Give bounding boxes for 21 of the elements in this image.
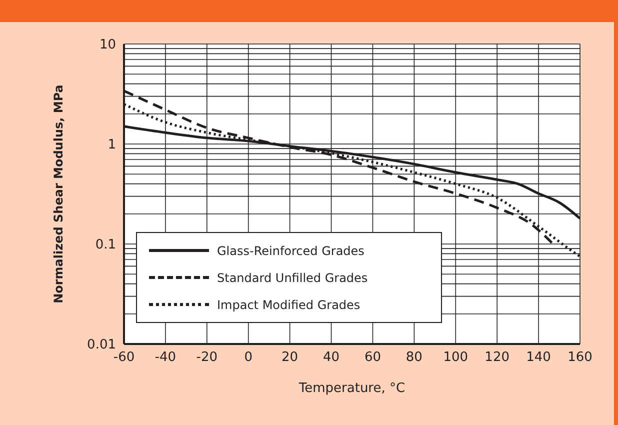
legend-label: Standard Unfilled Grades bbox=[217, 270, 368, 284]
x-tick-label: 40 bbox=[323, 350, 340, 366]
x-tick-label: 120 bbox=[484, 350, 510, 366]
x-tick-label: 60 bbox=[364, 350, 381, 366]
legend-label: Impact Modified Grades bbox=[217, 298, 360, 312]
x-tick-label: -60 bbox=[113, 350, 135, 366]
y-axis-title: Normalized Shear Modulus, MPa bbox=[51, 84, 66, 304]
x-tick-label: 0 bbox=[244, 350, 253, 366]
x-tick-label: 20 bbox=[282, 350, 298, 366]
y-tick-label: 10 bbox=[99, 38, 116, 53]
x-tick-label: 160 bbox=[568, 350, 592, 366]
x-tick-label: 140 bbox=[526, 350, 551, 366]
x-tick-label: 80 bbox=[406, 350, 422, 366]
x-tick-label: -40 bbox=[154, 350, 176, 366]
x-tick-label: -20 bbox=[196, 350, 218, 366]
x-tick-label: 100 bbox=[443, 350, 468, 366]
y-tick-label: 0.1 bbox=[95, 238, 116, 253]
legend-label: Glass-Reinforced Grades bbox=[217, 244, 364, 258]
x-axis-title: Temperature, °C bbox=[298, 381, 406, 396]
y-tick-label: 0.01 bbox=[87, 338, 116, 353]
y-tick-label: 1 bbox=[108, 138, 116, 153]
